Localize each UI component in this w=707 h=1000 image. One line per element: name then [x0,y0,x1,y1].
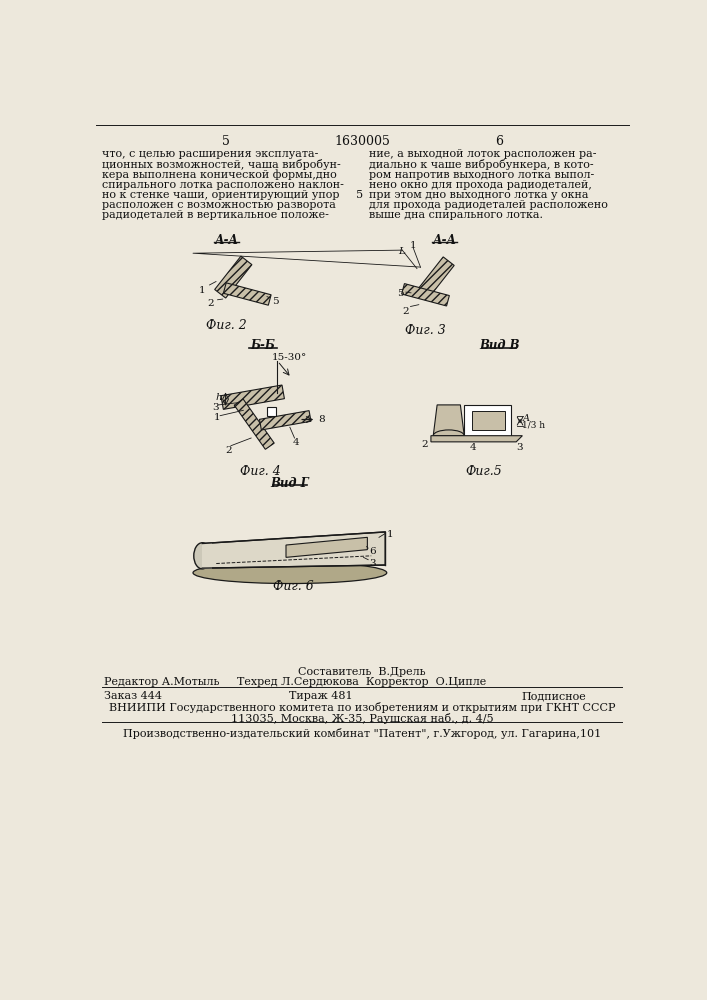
Text: что, с целью расширения эксплуата-: что, с целью расширения эксплуата- [103,149,319,159]
Polygon shape [215,256,252,298]
Text: расположен с возможностью разворота: расположен с возможностью разворота [103,200,337,210]
Text: ром напротив выходного лотка выпол-: ром напротив выходного лотка выпол- [369,170,594,180]
Text: 3: 3 [516,443,522,452]
Text: радиодеталей в вертикальное положе-: радиодеталей в вертикальное положе- [103,210,329,220]
Text: Фиг. 4: Фиг. 4 [240,465,281,478]
Polygon shape [431,436,522,442]
Ellipse shape [194,543,211,569]
Text: ние, а выходной лоток расположен ра-: ние, а выходной лоток расположен ра- [369,149,597,159]
Text: Техред Л.Сердюкова  Корректор  О.Ципле: Техред Л.Сердюкова Корректор О.Ципле [238,677,486,687]
Text: Фиг. 3: Фиг. 3 [405,324,446,337]
Text: ВНИИПИ Государственного комитета по изобретениям и открытиям при ГКНТ СССР: ВНИИПИ Государственного комитета по изоб… [109,702,615,713]
Bar [202,543,211,569]
Text: Вид В: Вид В [479,339,520,352]
Polygon shape [286,537,368,557]
Bar [267,407,276,416]
Polygon shape [202,532,385,568]
Text: 1: 1 [199,286,206,295]
Bar [464,405,510,436]
Text: Составитель  В.Дрель: Составитель В.Дрель [298,667,426,677]
Polygon shape [433,405,464,436]
Text: 1630005: 1630005 [334,135,390,148]
Text: выше дна спирального лотка.: выше дна спирального лотка. [369,210,543,220]
Text: Фиг. 6: Фиг. 6 [274,580,314,593]
Text: А-А: А-А [214,234,238,247]
Polygon shape [402,284,450,306]
Text: А-А: А-А [433,234,457,247]
Polygon shape [223,283,271,305]
Ellipse shape [193,562,387,584]
Text: 2: 2 [421,440,428,449]
Text: Фиг. 2: Фиг. 2 [206,319,247,332]
Text: Заказ 444: Заказ 444 [104,691,162,701]
Text: диально к чаше вибробункера, в кото-: диально к чаше вибробункера, в кото- [369,159,594,170]
Text: ционных возможностей, чаша вибробун-: ционных возможностей, чаша вибробун- [103,159,341,170]
Text: кера выполнена конической формы,дно: кера выполнена конической формы,дно [103,170,337,180]
Text: 2: 2 [402,307,409,316]
Text: 6: 6 [495,135,503,148]
Text: Тираж 481: Тираж 481 [289,691,353,701]
Polygon shape [417,257,454,299]
Text: Подписное: Подписное [521,691,586,701]
Text: 3: 3 [212,403,219,412]
Text: Производственно-издательский комбинат "Патент", г.Ужгород, ул. Гагарина,101: Производственно-издательский комбинат "П… [123,728,601,739]
Text: L: L [398,247,405,256]
Text: 5: 5 [356,190,363,200]
Text: 4: 4 [293,438,300,447]
Polygon shape [221,385,284,409]
Text: для прохода радиодеталей расположено: для прохода радиодеталей расположено [369,200,608,210]
Text: 3: 3 [370,559,376,568]
Text: спирального лотка расположено наклон-: спирального лотка расположено наклон- [103,180,344,190]
Text: 1/3 h: 1/3 h [522,420,546,429]
Text: Фиг.5: Фиг.5 [465,465,502,478]
Text: 8: 8 [317,415,325,424]
Text: Редактор А.Мотыль: Редактор А.Мотыль [104,677,219,687]
Text: Б-Б: Б-Б [250,339,275,352]
Text: 1: 1 [387,530,393,539]
Text: но к стенке чаши, ориентирующий упор: но к стенке чаши, ориентирующий упор [103,190,340,200]
Text: Вид Г: Вид Г [271,477,309,490]
Text: 113035, Москва, Ж-35, Раушская наб., д. 4/5: 113035, Москва, Ж-35, Раушская наб., д. … [230,713,493,724]
Text: 1: 1 [410,241,416,250]
Text: 2: 2 [207,299,214,308]
Polygon shape [234,399,274,449]
Text: нено окно для прохода радиодеталей,: нено окно для прохода радиодеталей, [369,180,592,190]
Text: при этом дно выходного лотка у окна: при этом дно выходного лотка у окна [369,190,588,200]
Text: 5: 5 [221,135,230,148]
Text: 4: 4 [469,443,477,452]
Text: h: h [216,393,222,402]
Bar [472,411,505,430]
Polygon shape [259,411,311,430]
Text: 15-30°: 15-30° [272,353,308,362]
Text: 2: 2 [226,446,232,455]
Text: 6: 6 [370,547,376,556]
Text: 5: 5 [272,297,279,306]
Text: A: A [522,414,530,423]
Text: 1: 1 [214,413,221,422]
Text: 5: 5 [397,289,404,298]
